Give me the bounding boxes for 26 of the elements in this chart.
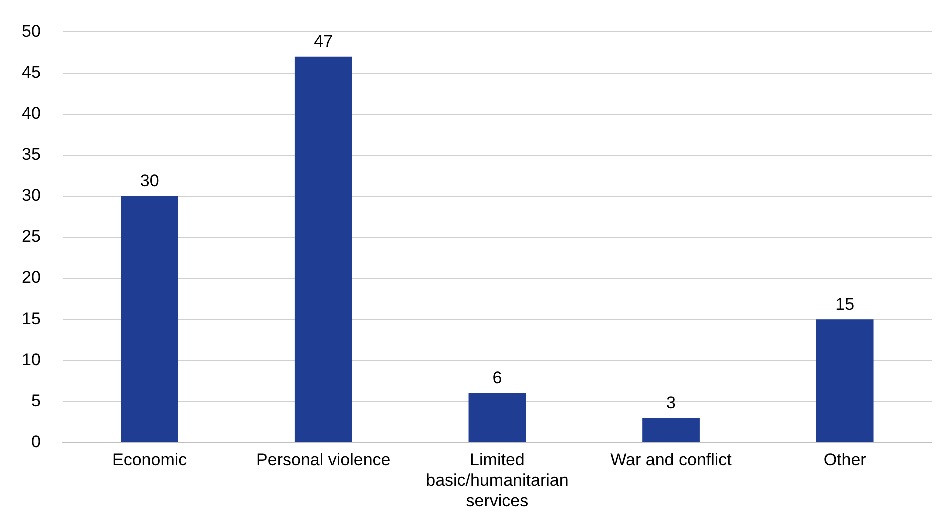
x-tick-label: Other <box>824 450 867 470</box>
y-tick-label: 15 <box>22 309 41 328</box>
y-tick-label: 40 <box>22 104 41 124</box>
y-tick-label: 10 <box>22 350 41 370</box>
y-tick-label: 5 <box>31 391 41 410</box>
y-tick-label: 30 <box>22 186 41 206</box>
data-label: 6 <box>492 368 502 388</box>
y-tick-label: 35 <box>22 145 41 164</box>
bar <box>294 56 352 442</box>
bar <box>468 394 526 442</box>
y-tick-label: 0 <box>31 432 41 452</box>
x-tick-label: War and conflict <box>610 450 732 470</box>
y-tick-label: 25 <box>22 227 41 246</box>
y-tick-label: 45 <box>22 62 41 82</box>
data-label: 47 <box>314 32 334 52</box>
bar <box>816 320 874 442</box>
data-label: 30 <box>140 172 160 191</box>
data-label: 3 <box>666 393 676 412</box>
y-tick-label: 20 <box>22 268 41 288</box>
x-tick-label: Economic <box>112 450 188 470</box>
bar <box>121 196 178 442</box>
bar <box>642 418 700 442</box>
x-tick-label: Personal violence <box>256 450 391 470</box>
data-label: 15 <box>836 294 855 314</box>
y-tick-label: 50 <box>22 22 41 41</box>
x-tick-label: Limited basic/humanitarian services <box>426 450 569 510</box>
